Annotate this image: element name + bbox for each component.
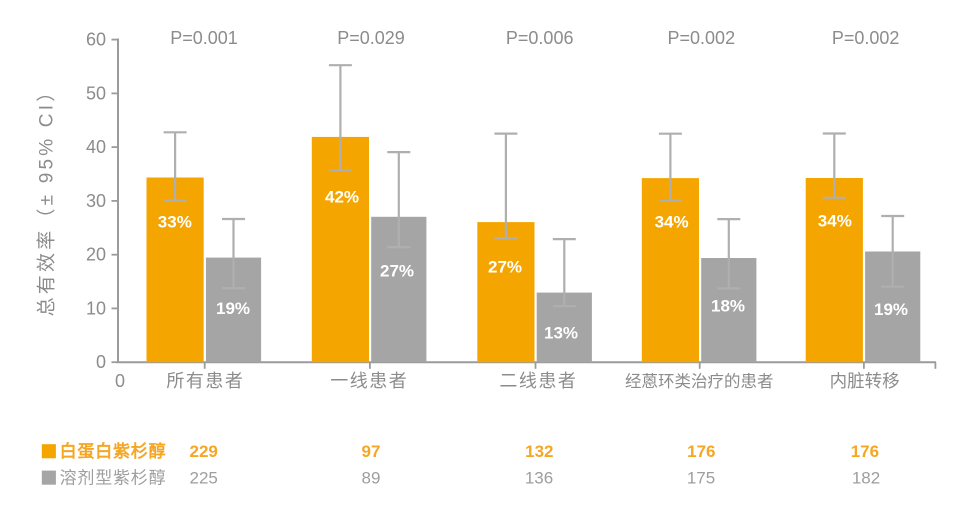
svg-text:176: 176	[687, 442, 715, 461]
svg-text:225: 225	[190, 469, 218, 488]
svg-text:P=0.002: P=0.002	[668, 28, 736, 48]
svg-text:P=0.006: P=0.006	[506, 28, 574, 48]
svg-text:136: 136	[525, 469, 553, 488]
svg-text:34%: 34%	[655, 213, 689, 232]
svg-text:内脏转移: 内脏转移	[830, 371, 900, 391]
svg-text:白蛋白紫杉醇: 白蛋白紫杉醇	[60, 441, 167, 461]
svg-text:27%: 27%	[380, 262, 414, 281]
svg-text:40: 40	[86, 137, 106, 157]
svg-text:13%: 13%	[544, 324, 578, 343]
svg-text:175: 175	[687, 469, 715, 488]
svg-text:30: 30	[86, 191, 106, 211]
svg-text:97: 97	[362, 442, 381, 461]
svg-text:60: 60	[86, 30, 106, 50]
svg-text:132: 132	[525, 442, 553, 461]
svg-text:P=0.001: P=0.001	[170, 28, 238, 48]
svg-text:19%: 19%	[874, 300, 908, 319]
svg-text:P=0.002: P=0.002	[832, 28, 900, 48]
svg-text:二线患者: 二线患者	[499, 371, 577, 391]
svg-text:经蒽环类治疗的患者: 经蒽环类治疗的患者	[625, 372, 774, 391]
svg-text:0: 0	[115, 371, 125, 391]
svg-text:10: 10	[86, 298, 106, 318]
svg-text:176: 176	[851, 442, 879, 461]
svg-text:18%: 18%	[711, 297, 745, 316]
svg-text:50: 50	[86, 83, 106, 103]
svg-text:229: 229	[190, 442, 218, 461]
svg-text:所有患者: 所有患者	[166, 371, 244, 391]
svg-text:34%: 34%	[818, 212, 852, 231]
svg-text:27%: 27%	[488, 258, 522, 277]
svg-text:溶剂型紫杉醇: 溶剂型紫杉醇	[60, 469, 167, 488]
svg-text:33%: 33%	[158, 213, 192, 232]
svg-text:一线患者: 一线患者	[330, 371, 408, 391]
svg-text:0: 0	[96, 352, 106, 372]
svg-text:总有效率（± 95% CI）: 总有效率（± 95% CI）	[35, 80, 57, 317]
svg-text:42%: 42%	[325, 188, 359, 207]
svg-text:89: 89	[362, 469, 381, 488]
svg-text:20: 20	[86, 245, 106, 265]
svg-text:19%: 19%	[216, 299, 250, 318]
svg-text:P=0.029: P=0.029	[337, 28, 405, 48]
svg-text:182: 182	[852, 469, 880, 488]
